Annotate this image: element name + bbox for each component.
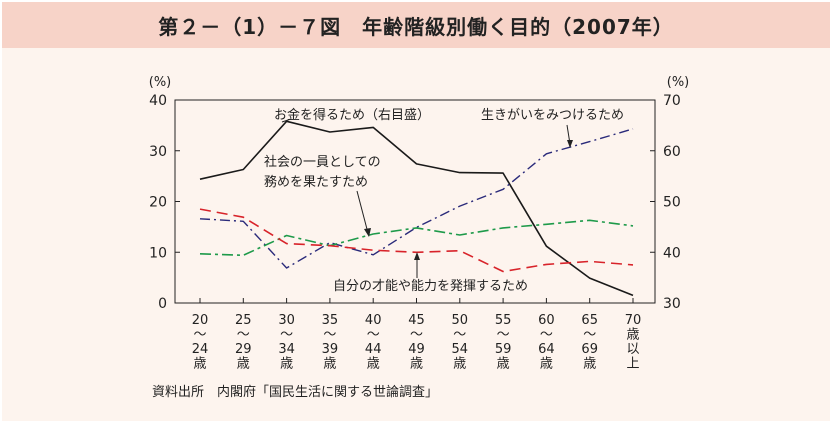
- x-tick-label-part: ～: [540, 328, 553, 343]
- figure-panel: 第２－（1）－７図 年齢階級別働く目的（2007年） (%) (%) 0 10 20…: [2, 2, 830, 421]
- annotation-talent: 自分の才能や能力を発揮するため: [333, 279, 528, 294]
- x-tick-label-part: 60: [538, 313, 555, 328]
- annotation-duty-arrowhead: [364, 228, 371, 237]
- x-tick-label: 40～44歳: [365, 313, 382, 372]
- left-tick-label: 40: [149, 93, 167, 109]
- x-tick-label: 35～39歳: [322, 313, 339, 372]
- x-tick-label: 65～69歳: [581, 313, 598, 372]
- x-tick-label-part: 50: [452, 313, 469, 328]
- x-tick-label-part: ～: [497, 328, 510, 343]
- x-tick-label-part: 55: [495, 313, 512, 328]
- x-tick-label-part: ～: [453, 328, 466, 343]
- x-tick-label-part: 25: [235, 313, 252, 328]
- annotation-duty-line1: 社会の一員としての: [264, 154, 381, 170]
- right-tick-label: 50: [663, 195, 681, 211]
- x-axis-ticks: 20～24歳25～29歳30～34歳35～39歳40～44歳45～49歳50～5…: [192, 298, 642, 372]
- x-tick-label: 50～54歳: [452, 313, 469, 372]
- series-line-3: [199, 219, 634, 257]
- left-tick-label: 0: [158, 296, 167, 312]
- x-tick-label: 25～29歳: [235, 313, 252, 372]
- x-tick-label-part: 以: [626, 342, 639, 357]
- annotation-money: お金を得るため（右目盛）: [274, 107, 430, 123]
- series-lines: [199, 120, 634, 297]
- x-tick-label-part: ～: [280, 328, 293, 343]
- right-axis-unit: (%): [667, 75, 690, 90]
- x-tick-label-part: 歳: [323, 357, 336, 372]
- figure-title: 第２－（1）－７図 年齢階級別働く目的（2007年）: [2, 2, 830, 48]
- x-tick-label-part: 39: [322, 342, 339, 357]
- x-tick-label-part: ～: [410, 328, 423, 343]
- x-tick-label: 45～49歳: [408, 313, 425, 372]
- x-tick-label-part: 歳: [626, 328, 639, 343]
- x-tick-label-part: ～: [583, 328, 596, 343]
- x-tick-label-part: ～: [237, 328, 250, 343]
- x-tick-label-part: 45: [408, 313, 425, 328]
- x-tick-label-part: 歳: [540, 357, 553, 372]
- x-tick-label-part: 44: [365, 342, 382, 357]
- x-tick-label-part: 歳: [193, 357, 206, 372]
- x-tick-label-part: 20: [192, 313, 209, 328]
- right-tick-label: 60: [663, 144, 681, 160]
- x-tick-label-part: 歳: [410, 357, 423, 372]
- annotation-purpose-arrowhead: [567, 140, 573, 148]
- right-axis-ticks: 30 40 50 60 70: [650, 93, 681, 312]
- x-tick-label-part: 35: [322, 313, 339, 328]
- x-tick-label: 55～59歳: [495, 313, 512, 372]
- x-tick-label-part: 64: [538, 342, 555, 357]
- left-tick-label: 10: [149, 245, 167, 261]
- x-tick-label-part: 歳: [367, 357, 380, 372]
- right-tick-label: 70: [663, 93, 681, 109]
- x-tick-label-part: 40: [365, 313, 382, 328]
- x-tick-label-part: ～: [193, 328, 206, 343]
- x-tick-label: 20～24歳: [192, 313, 209, 372]
- series-line-2: [199, 128, 634, 269]
- x-tick-label-part: 34: [278, 342, 295, 357]
- annotation-duty-leader: [356, 190, 369, 234]
- annotation-purpose: 生きがいをみつけるため: [481, 108, 624, 123]
- x-tick-label-part: ～: [367, 328, 380, 343]
- x-tick-label-part: 65: [581, 313, 598, 328]
- series-line-4: [199, 208, 634, 273]
- x-tick-label-part: ～: [323, 328, 336, 343]
- x-tick-label-part: 上: [626, 357, 639, 372]
- annotation-money-leader: [281, 118, 292, 123]
- x-tick-label-part: 69: [581, 342, 598, 357]
- left-axis-ticks: 0 10 20 30 40: [149, 93, 180, 312]
- x-tick-label: 30～34歳: [278, 313, 295, 372]
- x-tick-label-part: 49: [408, 342, 425, 357]
- x-tick-label-part: 歳: [237, 357, 250, 372]
- annotation-duty-line2: 務めを果たすため: [264, 175, 368, 190]
- left-axis-unit: (%): [149, 75, 172, 90]
- x-tick-label-part: 54: [452, 342, 469, 357]
- x-tick-label-part: 歳: [583, 357, 596, 372]
- x-tick-label-part: 歳: [497, 357, 510, 372]
- x-tick-label-part: 29: [235, 342, 252, 357]
- x-tick-label-part: 24: [192, 342, 209, 357]
- left-tick-label: 30: [149, 144, 167, 160]
- x-tick-label-part: 59: [495, 342, 512, 357]
- series-line-1: [199, 120, 634, 297]
- annotation-talent-arrowhead: [414, 252, 420, 260]
- x-tick-label-part: 70: [625, 313, 642, 328]
- source-note: 資料出所 内閣府「国民生活に関する世論調査」: [152, 385, 439, 400]
- left-tick-label: 20: [149, 195, 167, 211]
- right-tick-label: 30: [663, 296, 681, 312]
- x-tick-label-part: 30: [278, 313, 295, 328]
- right-tick-label: 40: [663, 245, 681, 261]
- x-tick-label-part: 歳: [453, 357, 466, 372]
- x-tick-label-part: 歳: [280, 357, 293, 372]
- x-tick-label: 60～64歳: [538, 313, 555, 372]
